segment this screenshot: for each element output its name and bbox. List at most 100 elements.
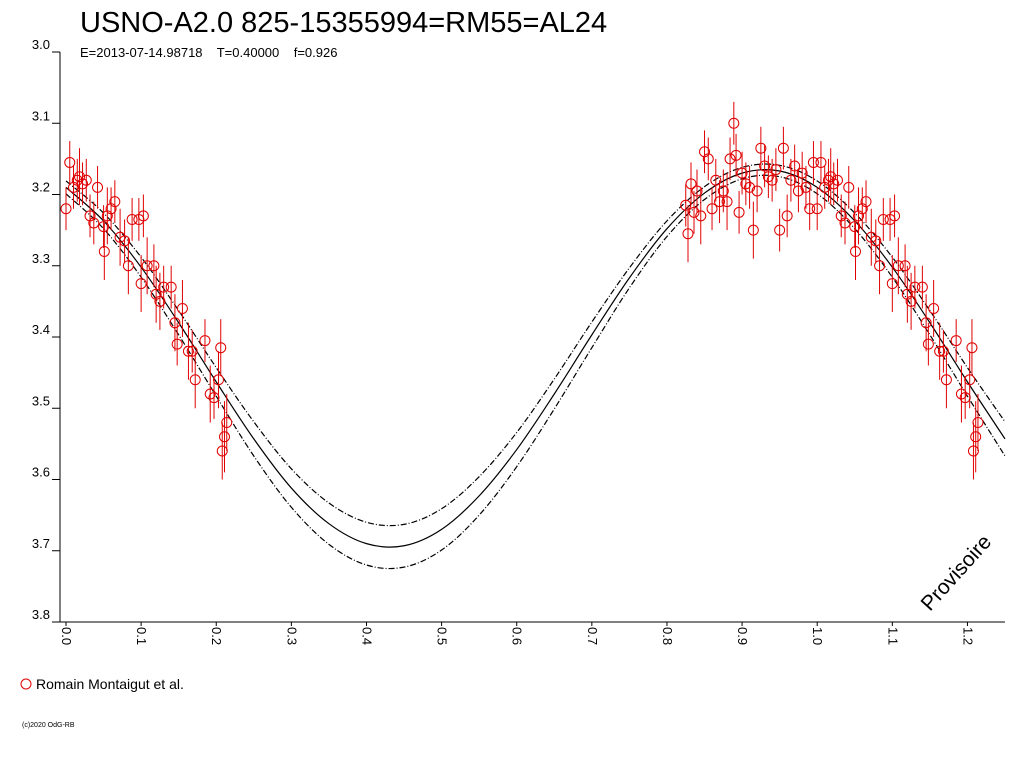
- x-tick-label: 1.2: [960, 627, 975, 645]
- data-point: [937, 345, 949, 357]
- annotation: Provisoire: [917, 531, 997, 616]
- data-point: [766, 174, 778, 186]
- data-point: [733, 206, 745, 218]
- data-point: [796, 167, 808, 179]
- data-point: [212, 374, 224, 386]
- fit-curve: [65, 169, 1006, 548]
- data-point: [856, 203, 868, 215]
- data-point: [154, 295, 166, 307]
- data-point: [158, 281, 170, 293]
- data-point: [88, 217, 100, 229]
- data-point: [685, 178, 697, 190]
- data-point: [835, 210, 847, 222]
- data-point: [730, 149, 742, 161]
- y-tick-label: 3.6: [32, 465, 50, 480]
- data-point: [126, 213, 138, 225]
- data-point: [807, 156, 819, 168]
- data-point: [141, 260, 153, 272]
- data-point: [150, 288, 162, 300]
- data-point: [922, 338, 934, 350]
- data-point: [811, 203, 823, 215]
- data-point: [98, 221, 110, 233]
- data-point: [751, 185, 763, 197]
- data-point: [966, 342, 978, 354]
- data-point: [702, 153, 714, 165]
- fit-curve: [65, 163, 1006, 527]
- data-point: [60, 203, 72, 215]
- legend-marker: [20, 678, 32, 690]
- y-tick-label: 3.0: [32, 37, 50, 52]
- data-point: [84, 210, 96, 222]
- data-point: [204, 388, 216, 400]
- data-point: [770, 164, 782, 176]
- x-tick-label: 1.0: [810, 627, 825, 645]
- y-tick-label: 3.4: [32, 322, 50, 337]
- x-tick-label: 0.3: [284, 627, 299, 645]
- data-point: [777, 142, 789, 154]
- x-tick-label: 0.7: [585, 627, 600, 645]
- data-point: [831, 174, 843, 186]
- data-point: [800, 181, 812, 193]
- data-point: [828, 178, 840, 190]
- data-point: [186, 345, 198, 357]
- data-point: [886, 278, 898, 290]
- data-point: [843, 181, 855, 193]
- data-point: [215, 342, 227, 354]
- data-point: [853, 210, 865, 222]
- data-point: [122, 260, 134, 272]
- data-point: [171, 338, 183, 350]
- data-point: [92, 181, 104, 193]
- data-point: [135, 278, 147, 290]
- footer: (c)2020 OdG-RB: [22, 722, 75, 729]
- data-point: [80, 174, 92, 186]
- data-point: [899, 260, 911, 272]
- data-point: [137, 210, 149, 222]
- data-point: [804, 203, 816, 215]
- data-point: [905, 295, 917, 307]
- y-tick-label: 3.8: [32, 607, 50, 622]
- data-point: [699, 146, 711, 158]
- data-point: [815, 156, 827, 168]
- data-point: [169, 317, 181, 329]
- data-point: [165, 281, 177, 293]
- legend-label: Romain Montaigut et al.: [36, 676, 184, 692]
- data-point: [955, 388, 967, 400]
- data-point: [714, 196, 726, 208]
- data-point: [781, 210, 793, 222]
- data-point: [189, 374, 201, 386]
- y-tick-label: 3.2: [32, 180, 50, 195]
- data-point: [706, 203, 718, 215]
- data-point: [688, 206, 700, 218]
- data-point: [717, 185, 729, 197]
- data-point: [755, 142, 767, 154]
- data-point: [740, 178, 752, 190]
- data-point: [695, 210, 707, 222]
- data-point: [901, 288, 913, 300]
- data-point: [691, 185, 703, 197]
- data-point: [109, 196, 121, 208]
- data-point: [877, 213, 889, 225]
- x-tick-label: 0.4: [359, 627, 374, 645]
- data-point: [940, 374, 952, 386]
- data-point: [98, 246, 110, 257]
- data-point: [728, 117, 740, 129]
- data-point: [792, 185, 804, 197]
- data-point: [221, 417, 233, 428]
- data-point: [860, 196, 872, 208]
- data-point: [850, 246, 862, 257]
- data-point: [934, 345, 946, 357]
- data-point: [909, 281, 921, 293]
- data-point: [964, 374, 976, 386]
- x-tick-label: 0.9: [735, 627, 750, 645]
- data-point: [744, 181, 756, 193]
- y-tick-label: 3.3: [32, 251, 50, 266]
- data-point: [849, 221, 861, 233]
- data-point: [774, 224, 786, 236]
- data-point: [970, 431, 982, 443]
- x-tick-label: 1.1: [885, 627, 900, 645]
- data-point: [785, 174, 797, 186]
- data-point: [77, 178, 89, 190]
- data-point: [874, 260, 886, 272]
- data-point: [889, 210, 901, 222]
